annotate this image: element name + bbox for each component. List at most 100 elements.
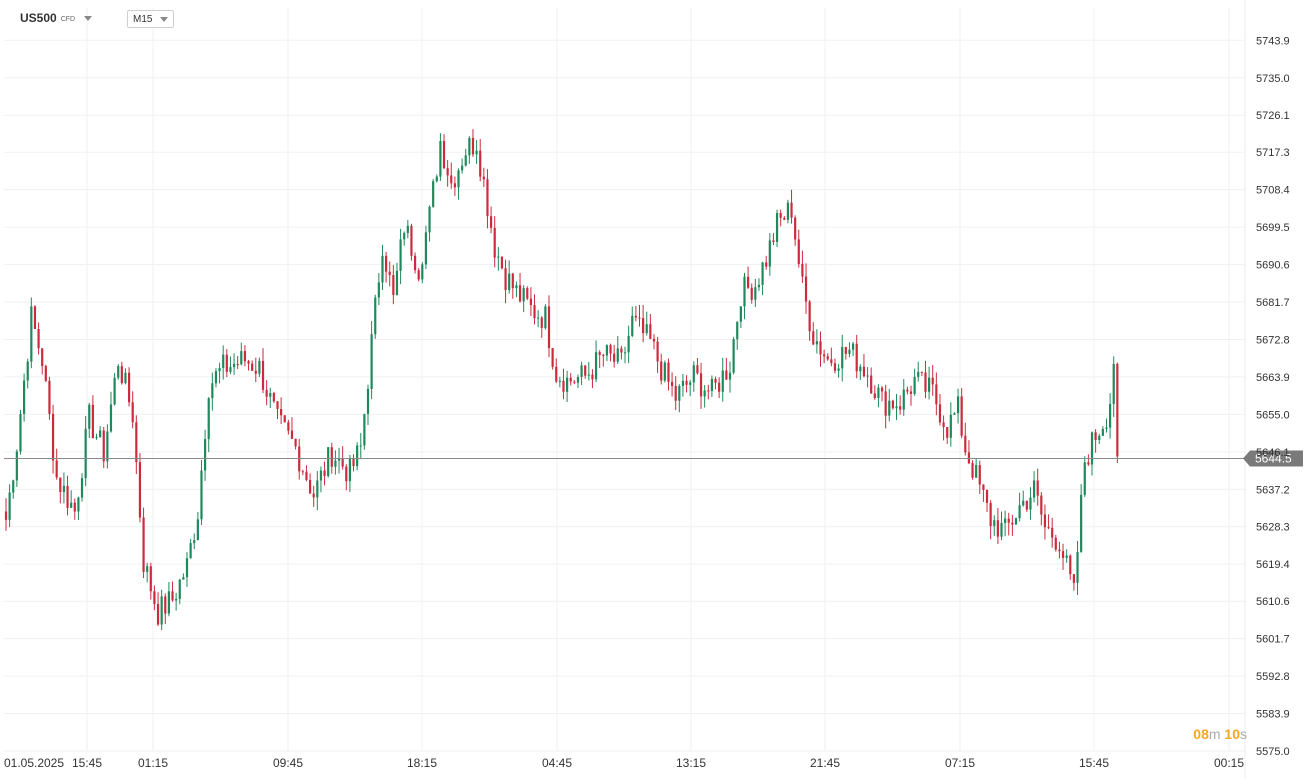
candle [457, 168, 460, 200]
candle [410, 223, 413, 261]
candle-body [917, 371, 920, 377]
candle-body [211, 383, 214, 399]
candle-body [1083, 462, 1086, 495]
candle [319, 466, 323, 493]
candle-body [200, 470, 203, 520]
candle [91, 395, 94, 439]
candle-body [964, 435, 967, 453]
candle-body [1054, 537, 1057, 550]
candle-body [851, 343, 855, 350]
candle-body [721, 370, 724, 392]
candle-body [175, 598, 178, 601]
candle-body [555, 366, 558, 382]
candle-body [319, 470, 323, 481]
candle [754, 278, 757, 308]
candle-body [135, 422, 138, 463]
candle-body [511, 273, 514, 289]
candle [515, 281, 518, 298]
candle-body [91, 404, 94, 439]
candle [153, 585, 156, 611]
symbol-dropdown-icon[interactable] [84, 15, 93, 21]
candle [413, 252, 417, 274]
timeframe-dropdown-icon [160, 16, 169, 22]
candle-body [1090, 432, 1094, 465]
candle [924, 360, 927, 399]
candle [880, 386, 884, 402]
candle [768, 233, 771, 276]
candle-body [587, 374, 590, 376]
candle-body [88, 404, 91, 429]
candle-body [1116, 363, 1119, 457]
candle [573, 379, 576, 385]
candle [558, 376, 561, 388]
candle [356, 442, 359, 471]
candle-body [837, 368, 840, 371]
candle [204, 429, 207, 481]
candle-body [754, 287, 757, 300]
candle-body [232, 364, 236, 368]
y-tick-label: 5628.3 [1256, 522, 1290, 534]
candle [84, 416, 87, 487]
candle-body [573, 381, 576, 383]
candle [280, 397, 283, 425]
candle [385, 251, 388, 283]
candle [1072, 574, 1075, 591]
candle-body [844, 346, 847, 354]
candle-body [377, 282, 380, 298]
candle-body [743, 276, 746, 307]
candle-body [156, 603, 160, 625]
symbol-selector[interactable]: US500 CFD [20, 9, 93, 27]
candle-body [931, 377, 934, 385]
candle-body [602, 354, 605, 356]
candle [294, 438, 297, 450]
candle-body [1032, 480, 1036, 498]
candle-body [765, 262, 768, 267]
candle-body [280, 408, 283, 416]
candle [975, 458, 978, 478]
candle [848, 342, 851, 358]
candle [327, 447, 330, 478]
candle [482, 167, 485, 188]
candle-body [1080, 494, 1083, 552]
candle-body [660, 361, 663, 381]
candle-body [1025, 500, 1028, 510]
candle [917, 361, 920, 382]
candle [544, 304, 547, 330]
candle [334, 450, 337, 475]
candle-body [261, 360, 265, 390]
candle-body [95, 437, 98, 439]
candle [956, 388, 960, 424]
countdown-seconds: 10 [1224, 726, 1240, 742]
candle-body [888, 400, 891, 416]
countdown-minutes: 08 [1193, 726, 1209, 742]
candle [8, 484, 11, 528]
candle-body [421, 264, 424, 280]
candle-body [826, 356, 829, 360]
candle [645, 311, 648, 336]
candle-body [750, 287, 753, 300]
current-price-line: 5644.5 [4, 450, 1303, 467]
x-tick-label: 21:45 [810, 756, 840, 770]
candle-body [652, 338, 656, 342]
candle [772, 233, 775, 246]
candle-body [120, 366, 123, 384]
candle-body [23, 380, 26, 414]
candle [193, 533, 196, 550]
candle [678, 384, 681, 413]
candle-body [366, 388, 370, 414]
candle [522, 285, 525, 313]
candle-body [464, 155, 467, 166]
candle [236, 356, 239, 369]
candle-body [294, 438, 297, 447]
candle [866, 367, 869, 388]
timeframe-selector[interactable]: M15 [127, 10, 175, 28]
candle [1047, 514, 1050, 530]
candle [783, 215, 786, 221]
candle-body [823, 354, 826, 357]
candle-body [956, 396, 960, 414]
candle-body [971, 463, 974, 478]
candle-body [37, 328, 40, 349]
candle [486, 169, 489, 229]
candle-body [645, 324, 648, 334]
